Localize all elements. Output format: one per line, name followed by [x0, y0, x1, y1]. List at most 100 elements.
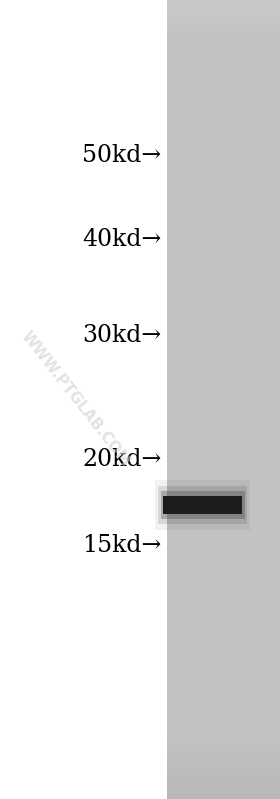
Bar: [167, 224, 280, 227]
Bar: [167, 285, 280, 288]
Bar: [167, 8, 280, 11]
Bar: [167, 42, 280, 46]
Bar: [167, 344, 280, 347]
Bar: [167, 394, 280, 397]
Bar: [167, 328, 280, 331]
Bar: [167, 785, 280, 789]
Bar: [167, 637, 280, 640]
Bar: [167, 173, 280, 177]
Bar: [167, 38, 280, 41]
Bar: [167, 687, 280, 690]
Bar: [167, 309, 280, 312]
Bar: [167, 463, 280, 467]
Bar: [167, 586, 280, 589]
Bar: [167, 487, 280, 491]
Bar: [167, 46, 280, 49]
Bar: [167, 471, 280, 475]
Bar: [167, 333, 280, 336]
Bar: [167, 384, 280, 387]
Bar: [167, 717, 280, 720]
Bar: [167, 469, 280, 472]
Bar: [167, 661, 280, 664]
Bar: [167, 546, 280, 549]
Bar: [167, 162, 280, 165]
Bar: [167, 741, 280, 744]
Bar: [167, 341, 280, 344]
Bar: [167, 304, 280, 307]
Bar: [167, 346, 280, 349]
Bar: [167, 599, 280, 602]
Bar: [167, 737, 280, 741]
Bar: [167, 293, 280, 296]
Bar: [167, 447, 280, 451]
Bar: [158, 486, 247, 524]
Bar: [167, 458, 280, 461]
Bar: [167, 266, 280, 269]
Bar: [167, 565, 280, 568]
Bar: [167, 685, 280, 688]
Bar: [167, 354, 280, 357]
Bar: [167, 245, 280, 248]
Bar: [167, 248, 280, 251]
Bar: [167, 210, 280, 213]
Bar: [167, 112, 280, 115]
Bar: [167, 453, 280, 456]
Bar: [167, 400, 280, 403]
Bar: [167, 791, 280, 794]
Bar: [167, 423, 280, 427]
Bar: [167, 64, 280, 67]
Bar: [167, 269, 280, 272]
Bar: [167, 357, 280, 360]
Bar: [167, 437, 280, 440]
Bar: [167, 325, 280, 328]
Bar: [167, 10, 280, 14]
Bar: [167, 136, 280, 139]
Bar: [167, 138, 280, 141]
Bar: [167, 727, 280, 730]
Bar: [167, 479, 280, 483]
Bar: [167, 749, 280, 752]
Bar: [167, 96, 280, 99]
Bar: [167, 663, 280, 666]
Bar: [167, 109, 280, 113]
Bar: [167, 186, 280, 189]
Bar: [167, 208, 280, 211]
Bar: [167, 695, 280, 698]
Bar: [167, 242, 280, 245]
Bar: [167, 757, 280, 760]
Bar: [167, 78, 280, 81]
Bar: [167, 751, 280, 754]
Bar: [167, 735, 280, 738]
Bar: [167, 280, 280, 283]
Bar: [167, 519, 280, 523]
Bar: [167, 698, 280, 701]
Bar: [167, 74, 280, 78]
Bar: [167, 22, 280, 25]
Bar: [167, 671, 280, 674]
Bar: [167, 679, 280, 682]
Bar: [167, 517, 280, 520]
Bar: [167, 714, 280, 717]
Bar: [167, 605, 280, 608]
Bar: [167, 405, 280, 408]
Bar: [167, 178, 280, 181]
Bar: [167, 16, 280, 19]
Bar: [167, 434, 280, 437]
Bar: [167, 514, 280, 517]
Bar: [167, 381, 280, 384]
Bar: [167, 445, 280, 448]
Bar: [167, 253, 280, 256]
Bar: [167, 26, 280, 30]
Bar: [167, 721, 280, 725]
Bar: [167, 160, 280, 163]
Bar: [167, 407, 280, 411]
Bar: [167, 104, 280, 107]
Bar: [167, 591, 280, 594]
Bar: [167, 426, 280, 429]
Bar: [167, 509, 280, 512]
Bar: [167, 618, 280, 621]
Bar: [167, 181, 280, 185]
Bar: [167, 298, 280, 301]
Bar: [167, 501, 280, 504]
Bar: [167, 461, 280, 464]
